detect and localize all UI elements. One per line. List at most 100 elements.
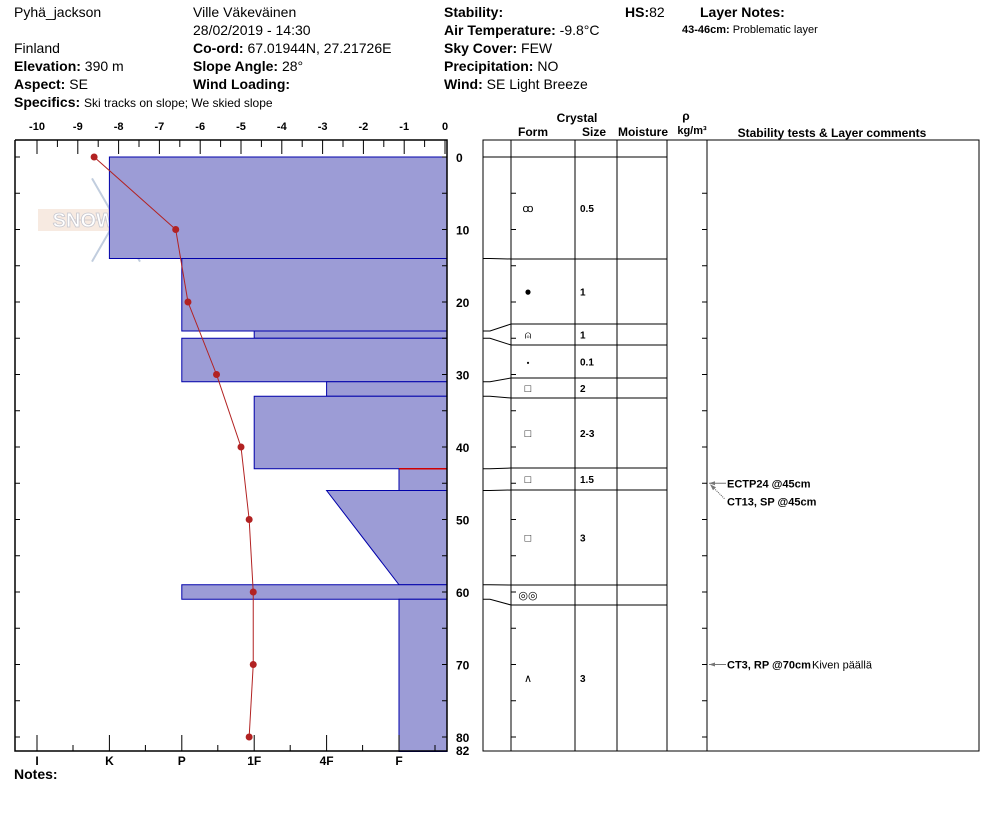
layer-connector bbox=[483, 395, 512, 399]
hardness-layer-bar bbox=[181, 258, 448, 332]
crystal-form-faceted-crystals-icon: □ bbox=[525, 428, 532, 440]
crystal-form-precipitation-particles-icon: ꝏ bbox=[522, 203, 533, 215]
crystal-size: 2 bbox=[580, 384, 586, 395]
depth-tick-label: 70 bbox=[456, 659, 470, 673]
arrow-head-icon bbox=[709, 481, 715, 486]
temperature-point bbox=[237, 443, 245, 451]
crystal-form-faceted-crystals-icon: □ bbox=[525, 383, 532, 395]
depth-tick-label: 10 bbox=[456, 224, 470, 238]
temp-tick-label: -5 bbox=[236, 121, 246, 133]
depth-tick-label: 30 bbox=[456, 369, 470, 383]
crystal-size: 0.1 bbox=[580, 358, 594, 369]
crystal-form-melt-freeze-crust-icon: ⍝ bbox=[525, 330, 532, 342]
depth-tick-label: 20 bbox=[456, 296, 470, 310]
hardness-layer-bar bbox=[326, 381, 448, 397]
temperature-point bbox=[249, 588, 257, 596]
crystal-size: 1 bbox=[580, 288, 586, 299]
precipitation: Precipitation: NO bbox=[444, 58, 559, 74]
hardness-layer-bar bbox=[181, 337, 448, 383]
wind: Wind: SE Light Breeze bbox=[444, 76, 588, 92]
depth-tick-label: 82 bbox=[456, 744, 470, 758]
crystal-form-faceted-crystals-icon: □ bbox=[525, 533, 532, 545]
hardness-tick-label: 1F bbox=[247, 754, 261, 768]
crystal-size: 1.5 bbox=[580, 475, 594, 486]
hardness-layer-bar bbox=[398, 598, 448, 752]
header-moisture: Moisture bbox=[618, 125, 668, 139]
header-form: Form bbox=[518, 125, 548, 139]
coord: Co-ord: 67.01944N, 27.21726E bbox=[193, 40, 392, 56]
layer-connector bbox=[483, 258, 512, 260]
layer-connector bbox=[483, 323, 512, 332]
elevation: Elevation: 390 m bbox=[14, 58, 124, 74]
temp-tick-label: -3 bbox=[318, 121, 328, 133]
crystal-size: 3 bbox=[580, 674, 586, 685]
temp-tick-label: -6 bbox=[195, 121, 205, 133]
notes-label: Notes: bbox=[14, 766, 58, 782]
crystal-size: 3 bbox=[580, 534, 586, 545]
crystal-size: 1 bbox=[580, 331, 586, 342]
table-frame bbox=[482, 139, 980, 752]
crystal-size: 2-3 bbox=[580, 429, 595, 440]
header-density: kg/m³ bbox=[677, 125, 707, 137]
layer-connector bbox=[483, 598, 512, 606]
air-temperature: Air Temperature: -9.8°C bbox=[444, 22, 600, 38]
hardness-layer-bar bbox=[325, 490, 448, 586]
temperature-point bbox=[249, 661, 257, 668]
header-crystal: Crystal bbox=[557, 111, 598, 125]
temperature-point bbox=[213, 371, 221, 378]
hardness-layer-bar bbox=[181, 584, 448, 600]
temp-tick-label: -8 bbox=[114, 121, 124, 133]
aspect: Aspect: SE bbox=[14, 76, 88, 92]
temp-tick-label: -9 bbox=[73, 121, 83, 133]
layer-connector bbox=[483, 467, 512, 470]
layer-note: 43-46cm: Problematic layer bbox=[682, 24, 818, 36]
temperature-point bbox=[90, 153, 98, 161]
hardness-tick-label: I bbox=[35, 754, 38, 768]
hardness-tick-label: K bbox=[105, 754, 114, 768]
depth-tick-label: 0 bbox=[456, 151, 463, 165]
depth-tick-label: 50 bbox=[456, 514, 470, 528]
layer-connector bbox=[483, 377, 512, 383]
hardness-layer-bar bbox=[398, 468, 448, 491]
crystal-form-faceted-crystals-icon: □ bbox=[525, 474, 532, 486]
layer-connector bbox=[483, 337, 512, 346]
country: Finland bbox=[14, 40, 60, 56]
hardness-layer-bar bbox=[253, 395, 448, 470]
header-comments: Stability tests & Layer comments bbox=[738, 126, 927, 140]
arrow-head-icon bbox=[709, 662, 715, 667]
stability-test: ECTP24 @45cm bbox=[727, 478, 811, 490]
test-arrow bbox=[710, 484, 726, 500]
layer-connector bbox=[483, 489, 512, 491]
hardness-layer-bar bbox=[108, 156, 448, 259]
hardness-tick-label: 4F bbox=[320, 754, 334, 768]
temp-tick-label: -10 bbox=[29, 121, 45, 133]
layer-comment: Kiven päällä bbox=[812, 660, 873, 672]
stability: Stability: bbox=[444, 4, 504, 20]
temperature-point bbox=[184, 298, 192, 306]
snow-height: HS:82 bbox=[625, 4, 665, 20]
temp-tick-label: -1 bbox=[399, 121, 409, 133]
depth-tick-label: 40 bbox=[456, 441, 470, 455]
observer: Ville Väkeväinen bbox=[193, 4, 297, 20]
temp-tick-label: -4 bbox=[277, 121, 288, 133]
depth-tick-label: 80 bbox=[456, 731, 470, 745]
crystal-form-depth-hoar-icon: ∧ bbox=[524, 673, 532, 685]
crystal-form-surface-hoar-icon: ◎◎ bbox=[518, 590, 537, 602]
hardness-tick-label: F bbox=[395, 754, 402, 768]
crystal-form-rounded-grains-icon: ● bbox=[524, 285, 531, 299]
temperature-point bbox=[245, 733, 253, 741]
layer-notes-title: Layer Notes: bbox=[700, 4, 785, 20]
stability-test: CT3, RP @70cm bbox=[727, 660, 811, 672]
temp-tick-label: -7 bbox=[155, 121, 165, 133]
stability-test: CT13, SP @45cm bbox=[727, 496, 817, 508]
depth-tick-label: 60 bbox=[456, 586, 470, 600]
specifics: Specifics: Ski tracks on slope; We skied… bbox=[14, 94, 273, 110]
slope-angle: Slope Angle: 28° bbox=[193, 58, 304, 74]
arrow-head-icon bbox=[710, 484, 716, 491]
wind-loading: Wind Loading: bbox=[193, 76, 291, 92]
header-rho: ρ bbox=[682, 109, 689, 123]
datetime: 28/02/2019 - 14:30 bbox=[193, 22, 311, 38]
hardness-layer-bar bbox=[253, 330, 448, 339]
